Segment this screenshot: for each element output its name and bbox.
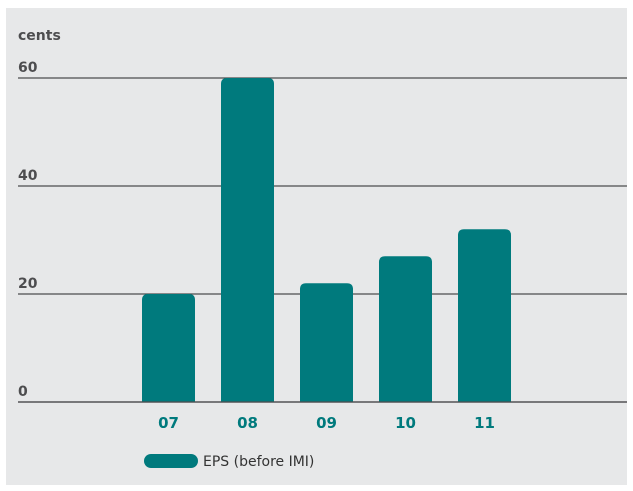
legend-label: EPS (before IMI): [203, 454, 314, 470]
y-axis-unit-label: cents: [18, 28, 61, 44]
bar-08: [221, 78, 274, 402]
bar-09: [300, 283, 353, 402]
x-tick-label-07: 07: [158, 414, 179, 432]
bar-11: [458, 229, 511, 402]
bar-10: [379, 256, 432, 402]
y-tick-labels: 0 20 40 60: [18, 60, 38, 400]
x-tick-label-11: 11: [474, 414, 495, 432]
legend: EPS (before IMI): [144, 454, 314, 470]
x-tick-label-08: 08: [237, 414, 258, 432]
chart-panel: cents 0 20 40 60 07 08 09 10 11 EPS (before IMI…: [6, 8, 627, 485]
y-tick-label-0: 0: [18, 384, 28, 400]
bar-07: [142, 294, 195, 402]
legend-swatch: [144, 454, 198, 468]
y-tick-label-40: 40: [18, 168, 38, 184]
x-tick-label-09: 09: [316, 414, 337, 432]
eps-bar-chart: cents 0 20 40 60 07 08 09 10 11 EPS (before IMI…: [18, 28, 627, 470]
x-tick-label-10: 10: [395, 414, 416, 432]
y-tick-label-20: 20: [18, 276, 38, 292]
x-tick-labels: 07 08 09 10 11: [158, 414, 495, 432]
bars: [18, 78, 627, 403]
y-tick-label-60: 60: [18, 60, 38, 76]
